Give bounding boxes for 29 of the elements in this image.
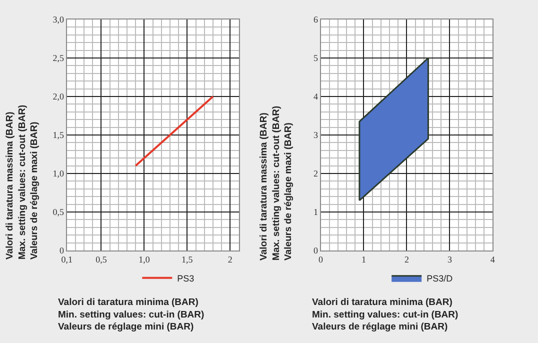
y-tick-label: 3,0 [52,14,65,25]
x-axis-title: Valori di taratura minima (BAR) Min. setting values: cut-in (BAR) Valeurs de réglage mini (BAR) [312,297,458,333]
x-tick-label: 3 [447,254,452,264]
y-tick-label: 4 [313,92,318,102]
y-tick-label: 0 [313,246,318,256]
y-axis-title: Valori di taratura massima (BAR) Max. setting values: cut-out (BAR) Valeurs de réglage maxi (BAR) [4,104,40,260]
y-tick-label: 6 [313,14,318,25]
x-tick-label: 1 [361,254,366,264]
y-tick-label: 0 [60,246,65,256]
y-axis-title: Valori di taratura massima (BAR) Max. setting values: cut-out (BAR) Valeurs de réglage maxi (BAR) [258,106,294,260]
x-tick-label: 0,5 [96,254,108,264]
y-tick-label: 0,5 [52,207,65,218]
x-axis-title: Valori di taratura minima (BAR) Min. setting values: cut-in (BAR) Valeurs de réglage mini (BAR) [58,297,204,333]
y-tick-label: 1,0 [52,168,65,179]
x-tick-label: 1,0 [138,254,150,264]
y-tick-label: 1 [313,207,318,218]
y-tick-label: 2 [313,168,318,179]
y-tick-label: 3 [313,130,318,140]
y-tick-label: 2,0 [52,92,65,102]
x-tick-label: 4 [490,254,496,264]
legend-label: PS3 [177,273,194,284]
y-tick-label: 1,5 [52,130,65,140]
legend-label: PS3/D [426,273,454,284]
x-tick-label: 2 [228,254,232,264]
x-tick-label: 0,1 [61,254,72,264]
x-tick-label: 1,5 [182,254,194,264]
y-tick-label: 2,5 [52,53,65,64]
y-tick-label: 5 [313,53,318,64]
x-tick-label: 2 [404,254,409,264]
